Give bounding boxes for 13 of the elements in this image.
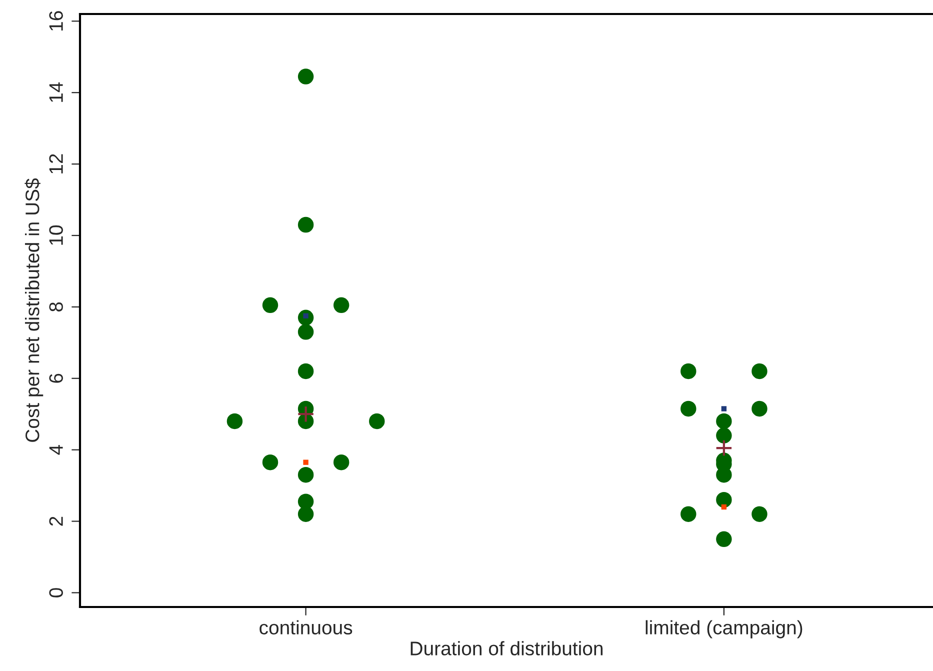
y-tick-label: 14 — [49, 82, 63, 102]
x-tick-label: continuous — [260, 620, 352, 634]
y-tick-label: 10 — [49, 225, 63, 245]
x-tick-label: limited (campaign) — [646, 620, 802, 638]
y-tick-label: 0 — [49, 588, 63, 598]
y-tick-label: 6 — [49, 374, 63, 383]
y-tick-label: 2 — [49, 516, 63, 526]
y-tick-label: 16 — [49, 11, 63, 30]
y-tick-label: 4 — [49, 444, 63, 455]
x-axis-title: Duration of distribution — [410, 641, 603, 656]
y-tick-label: 12 — [49, 154, 63, 174]
y-tick-label: 8 — [49, 302, 63, 312]
y-axis-title: Cost per net distributed in US$ — [24, 178, 44, 442]
